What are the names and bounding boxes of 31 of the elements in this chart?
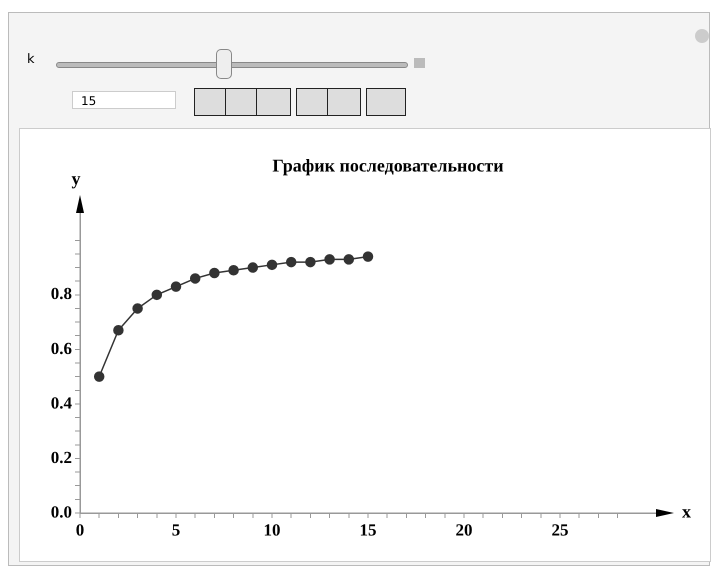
point bbox=[190, 273, 200, 284]
y-tick-label: 0.4 bbox=[50, 393, 72, 412]
point bbox=[113, 325, 124, 336]
y-axis-title: y bbox=[72, 168, 80, 189]
x-tick-label: 10 bbox=[264, 520, 280, 540]
input-field: 15 bbox=[72, 91, 176, 109]
point bbox=[209, 268, 220, 278]
point bbox=[305, 256, 316, 268]
point bbox=[362, 251, 374, 262]
x-axis-title: x bbox=[682, 502, 691, 522]
text: k bbox=[27, 52, 35, 67]
y-tick-label: 0.6 bbox=[50, 338, 72, 358]
point bbox=[324, 254, 335, 265]
y-tick-label: 0.8 bbox=[50, 284, 72, 304]
point bbox=[228, 265, 239, 276]
point bbox=[266, 260, 278, 270]
point bbox=[286, 256, 296, 268]
y-tick-label: 0.0 bbox=[50, 502, 72, 522]
point bbox=[344, 254, 354, 265]
point bbox=[248, 262, 258, 273]
chart-title: График последовательности bbox=[272, 156, 504, 176]
point bbox=[152, 290, 162, 300]
point bbox=[132, 303, 143, 314]
x-tick-label: 5 bbox=[172, 520, 180, 540]
x-tick-label: 25 bbox=[552, 520, 568, 540]
x-tick-label: 15 bbox=[360, 520, 376, 540]
point bbox=[94, 371, 104, 382]
x-tick-label: 20 bbox=[456, 520, 472, 540]
x-tick-label: 0 bbox=[76, 520, 84, 540]
y-tick-label: 0.2 bbox=[50, 448, 72, 467]
point bbox=[170, 281, 182, 292]
